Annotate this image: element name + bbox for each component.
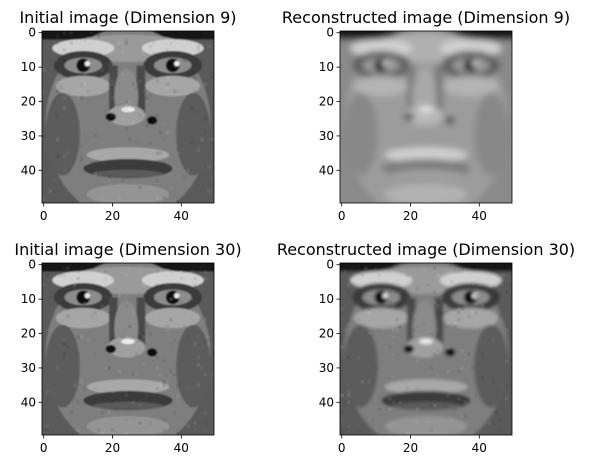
y-tick-label: 10 — [319, 60, 334, 74]
face-texture — [42, 31, 214, 203]
x-tick-label: 0 — [40, 209, 48, 223]
x-tick-label: 40 — [472, 441, 487, 455]
y-tick-label: 20 — [319, 95, 334, 109]
y-tick-label: 30 — [319, 361, 334, 375]
y-tick-label: 0 — [28, 26, 36, 40]
y-tick-label: 20 — [21, 327, 36, 341]
y-tick-label: 0 — [28, 258, 36, 272]
face-image — [42, 31, 214, 203]
y-tick-label: 30 — [319, 129, 334, 143]
axes-frame — [339, 30, 513, 204]
x-tick-label: 20 — [403, 209, 418, 223]
panel-4: Reconstructed image (Dimension 30)0 20 400… — [277, 240, 575, 455]
x-tick-label: 0 — [338, 209, 346, 223]
axes-frame — [41, 30, 215, 204]
panel-title: Initial image (Dimension 9) — [19, 8, 236, 27]
face-image — [340, 263, 512, 435]
face-texture — [340, 263, 512, 435]
y-tick-label: 30 — [21, 129, 36, 143]
panel-1: Initial image (Dimension 9)0 20 4001020304… — [19, 8, 236, 223]
y-tick-label: 40 — [319, 163, 334, 177]
y-tick-label: 40 — [21, 163, 36, 177]
face-image — [340, 31, 512, 203]
y-tick-label: 30 — [21, 361, 36, 375]
panel-title: Initial image (Dimension 30) — [14, 240, 241, 259]
x-tick-label: 0 — [40, 441, 48, 455]
y-tick-label: 40 — [21, 395, 36, 409]
panel-title: Reconstructed image (Dimension 9) — [282, 8, 570, 27]
y-tick-label: 40 — [319, 395, 334, 409]
panel-title: Reconstructed image (Dimension 30) — [277, 240, 575, 259]
x-tick-label: 0 — [338, 441, 346, 455]
y-tick-label: 10 — [21, 292, 36, 306]
x-tick-label: 40 — [174, 441, 189, 455]
x-tick-label: 40 — [472, 209, 487, 223]
y-tick-label: 0 — [326, 258, 334, 272]
x-tick-label: 20 — [105, 209, 120, 223]
axes-frame — [41, 262, 215, 436]
panel-2: Reconstructed image (Dimension 9)0 20 4001… — [282, 8, 570, 223]
y-tick-label: 0 — [326, 26, 334, 40]
face-image — [42, 263, 214, 435]
face-texture — [42, 263, 214, 435]
y-tick-label: 20 — [21, 95, 36, 109]
y-tick-label: 20 — [319, 327, 334, 341]
x-tick-label: 20 — [403, 441, 418, 455]
panel-3: Initial image (Dimension 30)0 20 400102030… — [14, 240, 241, 455]
x-tick-label: 20 — [105, 441, 120, 455]
x-tick-label: 40 — [174, 209, 189, 223]
axes-frame — [339, 262, 513, 436]
y-tick-label: 10 — [21, 60, 36, 74]
y-tick-label: 10 — [319, 292, 334, 306]
